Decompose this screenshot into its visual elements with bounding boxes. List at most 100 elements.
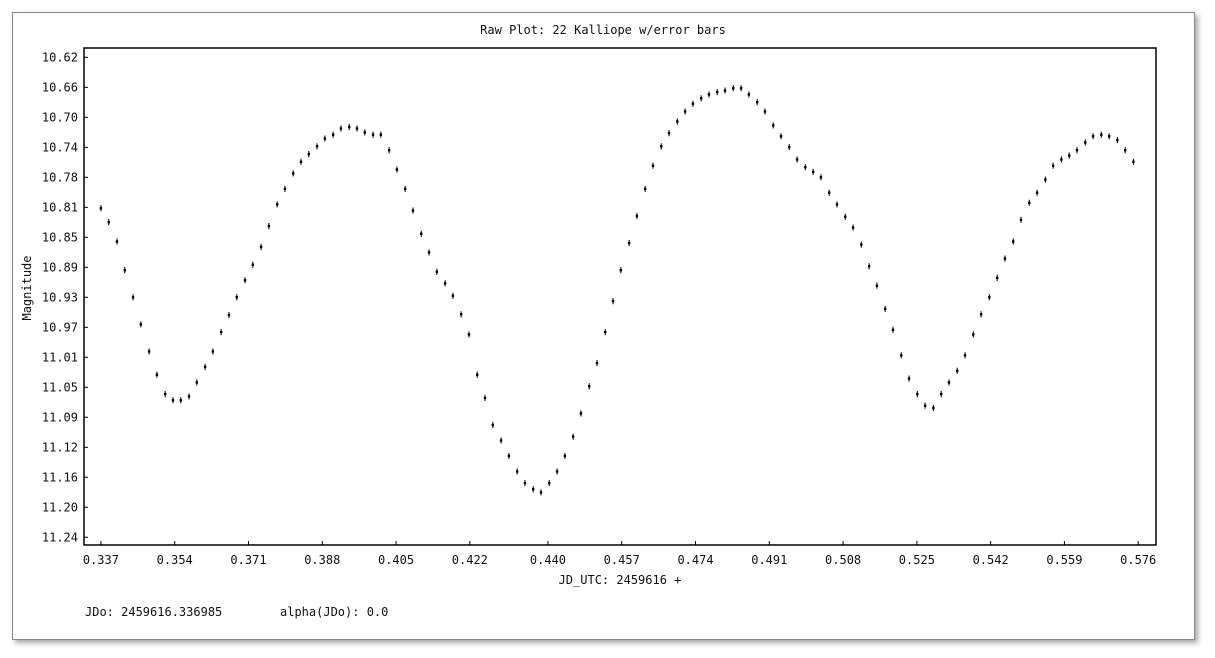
y-tick-label: 10.66	[42, 80, 78, 94]
y-tick-label: 10.85	[42, 230, 78, 244]
point	[363, 131, 367, 134]
point	[195, 381, 199, 384]
point	[1067, 154, 1071, 157]
point	[339, 127, 343, 130]
point	[667, 131, 671, 135]
y-tick-label: 10.62	[42, 50, 78, 64]
point	[467, 333, 471, 336]
x-tick-label: 0.576	[1120, 553, 1156, 567]
point	[1116, 138, 1119, 142]
point	[187, 395, 191, 398]
note: JDo: 2459616.336985	[85, 605, 222, 619]
x-tick-label: 0.474	[677, 553, 713, 567]
x-tick-label: 0.405	[378, 553, 414, 567]
point	[259, 245, 263, 249]
x-tick-label: 0.457	[604, 553, 640, 567]
y-tick-label: 11.01	[42, 350, 78, 364]
point	[691, 102, 695, 105]
y-tick-label: 11.24	[42, 530, 78, 544]
y-tick-label: 10.74	[42, 140, 78, 154]
point	[579, 412, 583, 415]
point	[772, 124, 775, 127]
point	[1075, 148, 1079, 152]
point	[795, 158, 799, 161]
point	[972, 333, 975, 336]
y-tick-label: 10.93	[42, 290, 78, 304]
point	[411, 209, 415, 212]
point	[459, 313, 463, 316]
point	[179, 399, 182, 402]
point	[203, 365, 207, 369]
point	[227, 313, 231, 317]
point	[827, 191, 831, 194]
point	[1084, 141, 1087, 144]
point	[539, 491, 543, 494]
point	[235, 296, 238, 299]
point	[763, 110, 767, 113]
y-tick-label: 11.09	[42, 410, 78, 424]
point	[676, 120, 679, 123]
point	[443, 282, 447, 285]
point	[595, 361, 599, 365]
x-tick-label: 0.508	[825, 553, 861, 567]
plot-area	[83, 47, 1157, 546]
point	[331, 133, 335, 136]
point	[107, 220, 110, 224]
x-axis-label: JD_UTC: 2459616 +	[559, 573, 682, 587]
point	[1091, 135, 1095, 138]
point	[291, 172, 295, 175]
point	[611, 299, 615, 303]
point	[699, 97, 703, 100]
point	[1044, 178, 1047, 181]
x-tick-label: 0.559	[1046, 553, 1082, 567]
point	[875, 284, 879, 287]
point	[1132, 160, 1135, 163]
point	[907, 377, 911, 380]
point	[531, 488, 535, 491]
point	[643, 187, 647, 191]
point	[435, 270, 439, 273]
y-tick-label: 10.97	[42, 320, 78, 334]
point	[819, 176, 823, 179]
x-tick-label: 0.337	[83, 553, 119, 567]
point	[427, 251, 431, 254]
point	[804, 166, 807, 169]
point	[779, 135, 783, 138]
point	[299, 160, 303, 163]
point	[483, 396, 487, 400]
point	[627, 241, 631, 245]
point	[395, 168, 399, 171]
point	[1100, 133, 1103, 136]
point	[115, 240, 119, 243]
point	[1028, 201, 1031, 205]
point	[371, 133, 375, 136]
point	[947, 381, 951, 384]
point	[1107, 135, 1111, 138]
point	[788, 145, 791, 149]
y-tick-label: 10.89	[42, 260, 78, 274]
point	[283, 187, 287, 191]
point	[315, 145, 319, 148]
y-tick-label: 11.05	[42, 380, 78, 394]
point	[619, 268, 623, 272]
point	[219, 330, 223, 334]
point	[755, 100, 759, 104]
point	[651, 164, 655, 167]
y-axis-label: Magnitude	[20, 255, 34, 320]
point	[844, 215, 847, 218]
y-tick-label: 11.16	[42, 470, 78, 484]
y-tick-label: 11.20	[42, 500, 78, 514]
point	[1123, 148, 1127, 152]
point	[1003, 257, 1007, 260]
point	[476, 373, 479, 376]
y-tick-label: 10.78	[42, 170, 78, 184]
point	[916, 392, 919, 396]
point	[211, 350, 215, 353]
point	[355, 127, 359, 130]
point	[587, 385, 591, 388]
x-tick-label: 0.371	[230, 553, 266, 567]
point	[275, 203, 279, 206]
x-tick-label: 0.422	[452, 553, 488, 567]
point	[451, 294, 455, 297]
